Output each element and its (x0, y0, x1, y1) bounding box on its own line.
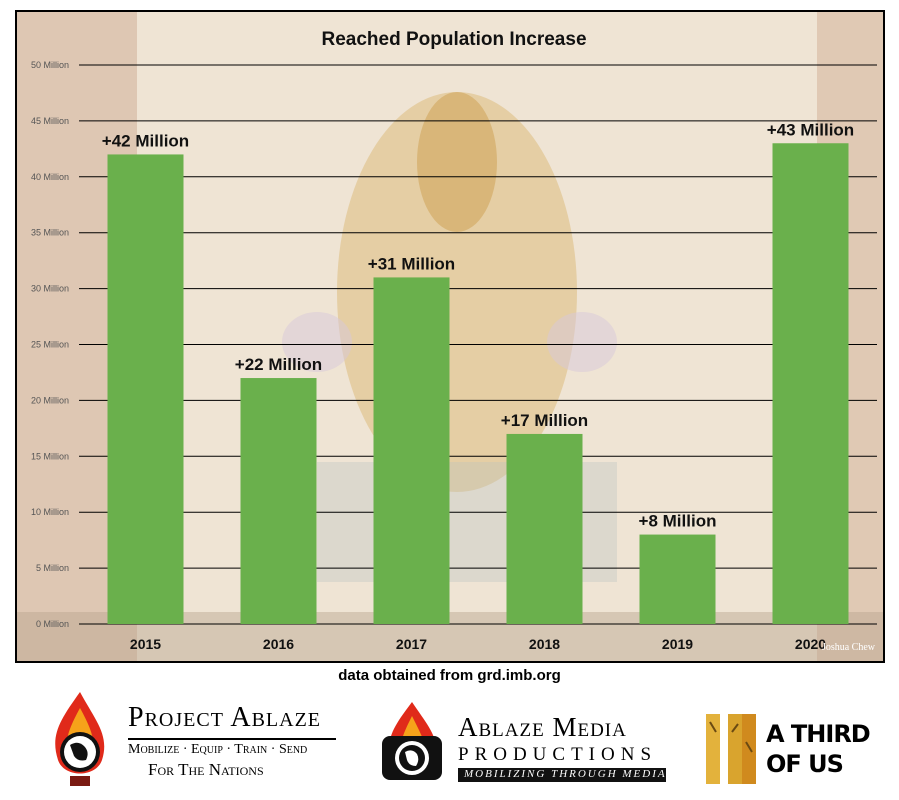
y-tick-label: 35 Million (31, 228, 69, 238)
ablaze-media-tagline: Mobilizing Through Media (464, 768, 667, 780)
y-tick-label: 30 Million (31, 284, 69, 294)
ablaze-media-productions: Productions (458, 744, 658, 765)
y-tick-label: 25 Million (31, 340, 69, 350)
y-tick-label: 10 Million (31, 507, 69, 517)
y-tick-label: 45 Million (31, 116, 69, 126)
a-third-of-us-line-2: Of Us (766, 750, 844, 778)
x-tick-label: 2018 (529, 636, 560, 652)
x-tick-label: 2019 (662, 636, 693, 652)
ablaze-media-logo: Ablaze Media Productions Mobilizing Thro… (372, 700, 672, 790)
a-third-of-us-logo: A Third Of Us (704, 712, 871, 788)
bar (373, 277, 450, 624)
x-tick-label: 2020 (795, 636, 826, 652)
ablaze-media-tagline-bar (458, 768, 666, 782)
bar (639, 534, 716, 624)
flame-globe-icon (55, 692, 105, 786)
y-tick-label: 20 Million (31, 395, 69, 405)
source-note: data obtained from grd.imb.org (338, 667, 561, 684)
project-ablaze-tagline-2: For The Nations (148, 760, 264, 779)
x-tick-label: 2017 (396, 636, 427, 652)
project-ablaze-name: Project Ablaze (128, 702, 322, 733)
bar-value-label: +22 Million (235, 355, 322, 374)
bar (107, 154, 184, 624)
y-tick-label: 5 Million (36, 563, 69, 573)
flame-camera-icon (382, 702, 442, 780)
y-tick-label: 15 Million (31, 451, 69, 461)
bar (772, 143, 849, 624)
bar (240, 378, 317, 624)
y-tick-label: 0 Million (36, 619, 69, 629)
bar-value-label: +17 Million (501, 411, 588, 430)
x-tick-label: 2016 (263, 636, 294, 652)
bar-chart: Reached Population Increase 0 Million 5 Mi… (31, 29, 877, 652)
bar-value-label: +42 Million (102, 131, 189, 150)
project-ablaze-logo: Project Ablaze Mobilize · Equip · Train … (40, 690, 340, 790)
bar-value-label: +8 Million (639, 512, 717, 531)
a-third-of-us-line-1: A Third (766, 720, 871, 748)
bar-value-label: +43 Million (767, 120, 854, 139)
three-bars-icon (706, 714, 756, 784)
bar (506, 433, 583, 624)
x-tick-label: 2015 (130, 636, 161, 652)
ablaze-media-name: Ablaze Media (458, 712, 627, 742)
chart-title: Reached Population Increase (321, 29, 586, 50)
project-ablaze-rule (128, 738, 336, 740)
bar-value-label: +31 Million (368, 254, 455, 273)
y-tick-label: 50 Million (31, 60, 69, 70)
project-ablaze-tagline-1: Mobilize · Equip · Train · Send (128, 742, 308, 757)
y-tick-label: 40 Million (31, 172, 69, 182)
photo-credit: Joshua Chew (821, 642, 875, 653)
chart-frame: Reached Population Increase 0 Million 5 Mi… (15, 10, 885, 663)
